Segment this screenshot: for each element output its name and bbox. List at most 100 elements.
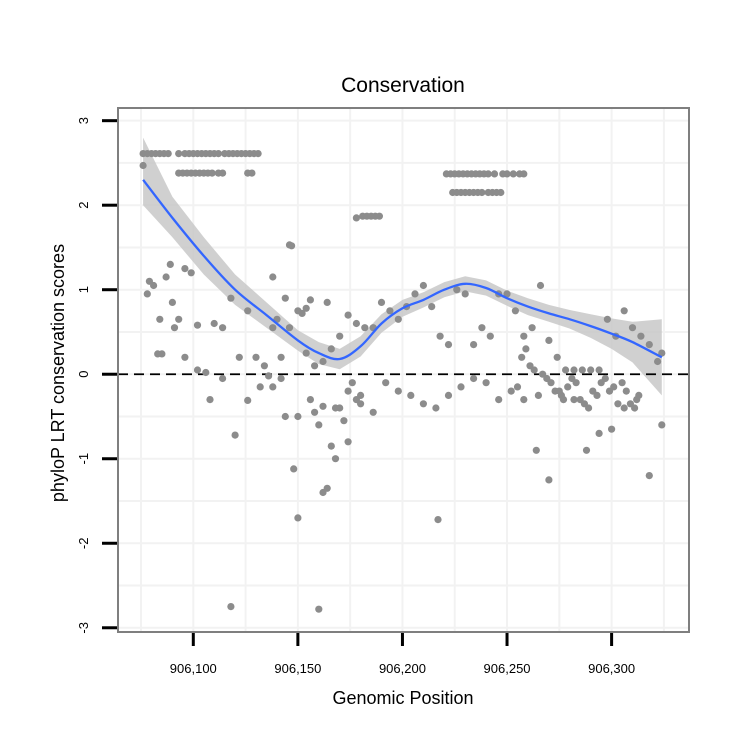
data-point: [315, 605, 323, 613]
data-point: [522, 345, 530, 353]
data-point: [175, 150, 183, 158]
data-point: [323, 484, 331, 492]
y-tick-label: 2: [76, 202, 91, 209]
data-point: [377, 298, 386, 306]
data-point: [386, 307, 394, 315]
data-point: [511, 307, 519, 315]
data-point: [436, 332, 444, 340]
data-point: [628, 324, 637, 332]
data-point: [562, 366, 570, 374]
data-point: [281, 294, 289, 302]
data-point: [162, 273, 170, 281]
data-point: [555, 387, 563, 395]
x-tick-label: 906,150: [274, 661, 321, 676]
data-point: [419, 281, 427, 290]
data-point: [603, 315, 612, 323]
data-point: [175, 315, 183, 323]
data-point: [235, 353, 243, 361]
data-point: [407, 391, 415, 399]
data-point: [432, 404, 440, 412]
data-point: [631, 404, 639, 412]
data-point: [503, 170, 511, 178]
data-point: [444, 341, 453, 349]
y-axis: 3 2 1 0 -1 -2 -3: [76, 117, 117, 634]
x-tick-label: 906,200: [379, 661, 426, 676]
x-axis: 906,100 906,150 906,200 906,250 906,300: [170, 633, 635, 676]
data-point: [302, 304, 310, 312]
data-point: [306, 396, 314, 404]
y-tick-label: -2: [76, 538, 91, 550]
data-point: [536, 281, 545, 290]
y-tick-label: -3: [76, 622, 91, 634]
data-point: [635, 391, 643, 399]
data-point: [528, 324, 536, 332]
data-point: [470, 374, 478, 383]
data-point: [202, 368, 210, 377]
data-point: [336, 332, 344, 340]
y-tick-label: 0: [76, 371, 91, 378]
data-point: [595, 366, 603, 374]
y-tick-label: 1: [76, 286, 91, 293]
data-point: [509, 170, 517, 178]
data-point: [327, 442, 335, 450]
data-point: [564, 383, 572, 391]
data-point: [206, 396, 214, 404]
data-point: [265, 372, 273, 380]
data-point: [327, 345, 335, 353]
x-axis-title: Genomic Position: [332, 688, 473, 708]
data-point: [444, 391, 453, 399]
data-point: [252, 353, 260, 361]
data-point: [428, 303, 436, 311]
data-point: [553, 353, 561, 361]
data-point: [620, 307, 628, 315]
data-point: [375, 212, 383, 220]
data-point: [595, 429, 603, 437]
data-point: [419, 400, 427, 408]
data-point: [306, 296, 314, 304]
data-point: [331, 455, 340, 463]
data-point: [482, 379, 490, 387]
data-point: [277, 374, 285, 383]
data-point: [582, 446, 591, 454]
data-point: [208, 169, 216, 177]
data-point: [545, 336, 553, 344]
data-point: [394, 387, 402, 395]
data-point: [315, 421, 323, 429]
data-point: [166, 260, 174, 268]
data-point: [532, 446, 540, 454]
data-point: [219, 169, 227, 177]
data-point: [181, 265, 189, 273]
y-tick-label: 3: [76, 117, 91, 124]
data-point: [369, 408, 377, 416]
data-point: [294, 514, 302, 522]
data-point: [520, 332, 528, 340]
data-point: [382, 379, 390, 387]
data-point: [193, 366, 202, 374]
data-point: [411, 290, 419, 298]
data-point: [298, 309, 306, 317]
data-point: [219, 374, 227, 383]
y-axis-title: phyloP LRT conservation scores: [48, 244, 68, 502]
data-point: [497, 188, 505, 197]
data-point: [281, 412, 289, 421]
data-point: [470, 341, 478, 349]
data-point: [210, 319, 218, 328]
data-point: [277, 353, 285, 361]
data-point: [319, 357, 327, 366]
data-point: [294, 412, 302, 421]
data-point: [150, 281, 158, 290]
data-point: [143, 290, 151, 298]
data-point: [484, 170, 492, 178]
data-point: [614, 400, 622, 408]
smooth-fit-line: [142, 179, 663, 361]
data-point: [434, 516, 442, 524]
data-point: [244, 396, 252, 404]
data-point: [486, 332, 494, 340]
data-point: [587, 366, 595, 374]
data-point: [610, 383, 618, 391]
data-point: [187, 269, 195, 277]
data-point: [520, 396, 528, 404]
data-point: [394, 315, 402, 323]
data-point: [654, 357, 662, 366]
data-point: [570, 366, 578, 374]
